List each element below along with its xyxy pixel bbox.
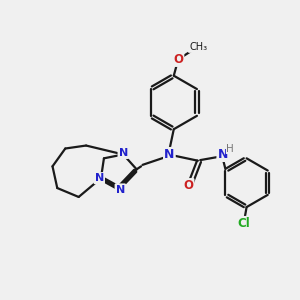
Text: O: O [183,179,193,192]
Text: N: N [94,173,104,183]
Text: H: H [226,143,234,154]
Text: N: N [164,148,175,161]
Text: CH₃: CH₃ [189,42,208,52]
Text: N: N [218,148,228,161]
Text: N: N [118,148,128,158]
Text: N: N [116,184,125,194]
Text: O: O [173,53,183,66]
Text: N: N [116,184,125,194]
Text: N: N [95,173,104,183]
Text: N: N [218,148,228,161]
Text: N: N [164,148,175,161]
Text: O: O [173,53,183,66]
Text: O: O [183,179,193,192]
Text: Cl: Cl [237,217,250,230]
Text: Cl: Cl [237,217,250,230]
Text: N: N [118,148,128,158]
Text: H: H [226,143,234,154]
Text: CH₃: CH₃ [189,42,208,52]
